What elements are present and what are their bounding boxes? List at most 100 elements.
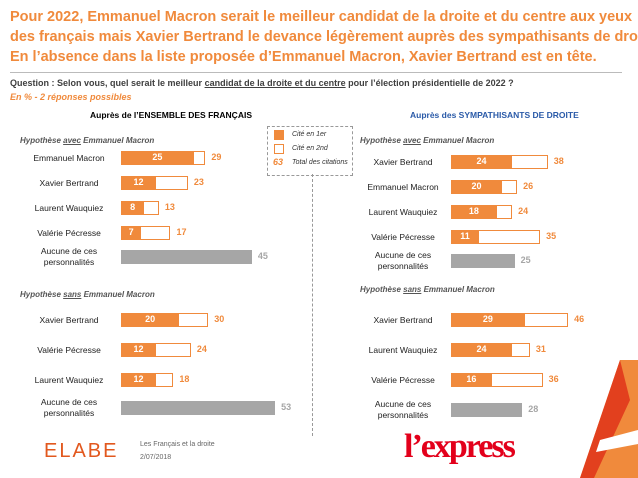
first-bar (121, 151, 194, 165)
first-bar (121, 201, 145, 215)
category-label: Valérie Pécresse (371, 231, 435, 242)
first-label: 20 (145, 314, 156, 324)
total-label: 25 (520, 255, 531, 265)
title-line: Pour 2022, Emmanuel Macron serait le mei… (10, 9, 633, 25)
total-label: 31 (535, 344, 546, 354)
first-label: 24 (476, 156, 487, 166)
hypothesis-part: Hypothèse (20, 136, 64, 145)
hypothesis: Hypothèse avec Emmanuel Macron (360, 136, 494, 145)
footer-source: Les Français et la droite (140, 441, 215, 448)
category-label: Laurent Wauquiez (34, 374, 104, 385)
legend-swatch (274, 130, 284, 140)
legend (267, 126, 353, 176)
logo-right: l’express (404, 428, 516, 465)
first-bar (121, 176, 156, 190)
panel-title: Auprès des SYMPATHISANTS DE DROITE (410, 110, 579, 120)
category-label: Laurent Wauquiez (34, 202, 104, 213)
category-label: Laurent Wauquiez (368, 206, 438, 217)
hypothesis-part: sans (63, 290, 82, 299)
first-label: 25 (152, 152, 163, 162)
total-label: 35 (546, 231, 557, 241)
total-label: 38 (553, 156, 564, 166)
hypothesis-part: avec (403, 136, 421, 145)
question-part: pour l’élection présidentielle de 2022 ? (345, 78, 514, 88)
first-label: 29 (482, 314, 493, 324)
logo-left: ELABE (44, 440, 119, 462)
first-label: 11 (460, 231, 470, 241)
hypothesis: Hypothèse avec Emmanuel Macron (20, 136, 154, 145)
decoration-shape (580, 360, 630, 478)
hypothesis-part: Hypothèse (20, 290, 64, 299)
panel-title: Auprès de l’ENSEMBLE DES FRANÇAIS (90, 110, 252, 120)
first-label: 12 (133, 374, 144, 384)
question-part: candidat de la droite et du centre (204, 78, 346, 88)
first-bar (121, 226, 142, 240)
first-label: 7 (128, 227, 134, 237)
category-label: Laurent Wauquiez (368, 344, 438, 355)
first-bar (451, 155, 513, 169)
total-label: 26 (523, 181, 534, 191)
hypothesis-part: sans (403, 285, 422, 294)
total-label: 18 (179, 374, 190, 384)
hypothesis-part: Emmanuel Macron (81, 290, 155, 299)
legend-label: Cité en 2nd (292, 145, 328, 152)
legend-swatch (274, 144, 284, 154)
first-bar (451, 205, 497, 219)
total-label: 46 (574, 314, 585, 324)
title-line: des français mais Xavier Bertrand le dev… (10, 29, 638, 45)
total-label: 24 (518, 206, 529, 216)
category-label: Xavier Bertrand (373, 314, 433, 325)
total-label: 17 (176, 227, 187, 237)
legend-sample: 63 (273, 157, 284, 167)
footer-date: 2/07/2018 (140, 454, 172, 461)
total-bar (451, 254, 515, 268)
first-label: 18 (468, 206, 479, 216)
first-bar (121, 343, 156, 357)
decoration (580, 360, 638, 478)
first-label: 16 (466, 374, 477, 384)
hypothesis-part: avec (63, 136, 81, 145)
total-label: 53 (281, 402, 292, 412)
first-bar (121, 373, 156, 387)
total-label: 13 (164, 202, 175, 212)
category-label: Xavier Bertrand (373, 156, 433, 167)
category-label: Valérie Pécresse (371, 374, 435, 385)
first-label: 12 (133, 177, 144, 187)
divider (312, 174, 313, 436)
total-label: 23 (193, 177, 204, 187)
total-label: 24 (196, 344, 207, 354)
first-label: 8 (130, 202, 136, 212)
total-bar (121, 250, 252, 264)
hypothesis-part: Hypothèse (360, 136, 404, 145)
first-label: 24 (476, 344, 487, 354)
total-label: 36 (548, 374, 559, 384)
total-label: 30 (214, 314, 225, 324)
first-bar (451, 343, 513, 357)
first-bar (451, 373, 492, 387)
first-bar (451, 180, 502, 194)
hypothesis-part: Emmanuel Macron (420, 136, 495, 145)
category-label: Valérie Pécresse (37, 227, 101, 238)
first-bar (451, 313, 525, 327)
category-label: Xavier Bertrand (39, 177, 99, 188)
legend-label: Total des citations (292, 159, 348, 166)
first-label: 20 (471, 181, 482, 191)
category-label: Aucune de ces personnalités (374, 250, 432, 271)
subtitle: En % - 2 réponses possibles (10, 92, 132, 102)
first-label: 12 (133, 344, 144, 354)
hypothesis: Hypothèse sans Emmanuel Macron (20, 290, 155, 299)
decoration-shape (596, 430, 638, 452)
title-line: En l’absence dans la liste proposée d’Em… (10, 49, 597, 65)
legend-label: Cité en 1er (292, 131, 327, 138)
category-label: Aucune de ces personnalités (40, 397, 98, 418)
category-label: Aucune de ces personnalités (374, 399, 432, 420)
total-bar (451, 403, 523, 417)
total-label: 29 (211, 152, 222, 162)
category-label: Xavier Bertrand (39, 314, 99, 325)
first-bar (121, 313, 180, 327)
question: Question : Selon vous, quel serait le me… (10, 78, 514, 88)
category-label: Emmanuel Macron (367, 181, 439, 192)
first-bar (451, 230, 479, 244)
hypothesis-part: Emmanuel Macron (421, 285, 495, 294)
